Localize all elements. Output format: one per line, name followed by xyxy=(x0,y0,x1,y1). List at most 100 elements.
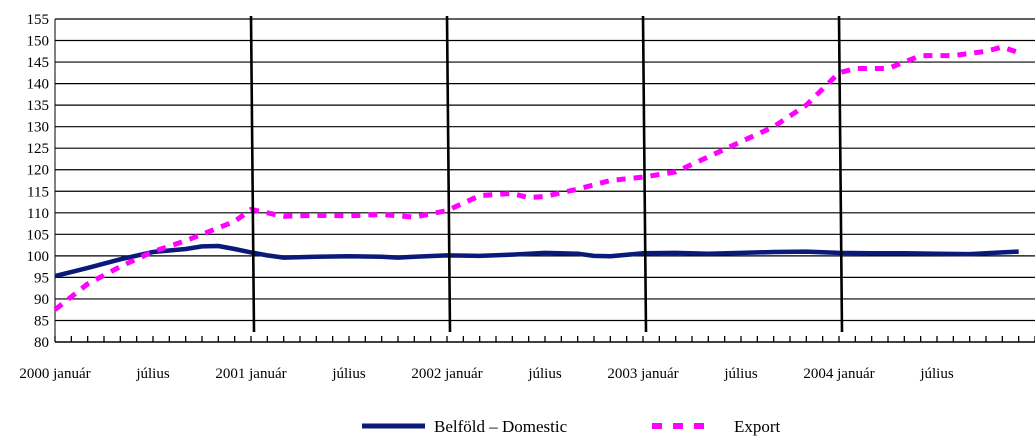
series-0-point-26 xyxy=(740,252,741,253)
series-1-point-24 xyxy=(740,141,741,142)
series-0-point-14 xyxy=(397,257,398,258)
year-separator-1 xyxy=(445,15,452,333)
series-1-point-10 xyxy=(316,215,317,216)
series-1-point-31 xyxy=(953,55,954,56)
y-tick-label-120: 120 xyxy=(27,163,50,179)
legend-label-export: Export xyxy=(734,417,781,436)
series-1-point-32 xyxy=(985,51,986,52)
series-1-point-9 xyxy=(283,216,284,217)
y-tick-label-80: 80 xyxy=(34,335,49,351)
x-tick-label-2: 2001 január xyxy=(215,366,286,382)
series-1-point-4 xyxy=(185,240,186,241)
series-0-point-17 xyxy=(479,255,480,256)
series-0-point-10 xyxy=(283,257,284,258)
y-tick-label-115: 115 xyxy=(27,184,49,200)
series-0-point-31 xyxy=(904,253,905,254)
series-1-point-5 xyxy=(201,234,202,235)
series-0-point-21 xyxy=(593,255,594,256)
series-1-point-33 xyxy=(1002,46,1003,47)
series-0-point-12 xyxy=(348,256,349,257)
x-tick-label-1: július xyxy=(135,366,170,382)
x-tick-label-8: 2004 január xyxy=(803,366,874,382)
y-tick-label-125: 125 xyxy=(27,141,50,157)
y-tick-label-150: 150 xyxy=(27,34,50,50)
series-1-point-2 xyxy=(120,266,121,267)
series-1-point-8 xyxy=(267,212,268,213)
series-1-point-20 xyxy=(610,180,611,181)
y-tick-label-110: 110 xyxy=(27,206,49,222)
series-0-point-35 xyxy=(1018,251,1019,252)
series-0-point-11 xyxy=(316,256,317,257)
y-tick-label-95: 95 xyxy=(34,270,49,286)
series-0-point-0 xyxy=(54,276,55,277)
y-tick-label-145: 145 xyxy=(27,55,50,71)
series-1-point-13 xyxy=(414,217,415,218)
x-tick-label-3: július xyxy=(331,366,366,382)
x-tick-label-0: 2000 január xyxy=(19,366,90,382)
series-1-point-19 xyxy=(577,189,578,190)
x-tick-label-5: július xyxy=(527,366,562,382)
series-1-point-12 xyxy=(381,214,382,215)
series-1-point-22 xyxy=(675,171,676,172)
series-0-point-27 xyxy=(773,251,774,252)
series-1-point-29 xyxy=(887,68,888,69)
series-0-point-2 xyxy=(120,259,121,260)
series-1-point-15 xyxy=(479,195,480,196)
series-1-point-14 xyxy=(446,210,447,211)
series-0-point-30 xyxy=(871,253,872,254)
series-0-point-24 xyxy=(675,252,676,253)
series-0-point-28 xyxy=(806,251,807,252)
series-0-point-13 xyxy=(381,256,382,257)
series-0-point-16 xyxy=(446,255,447,256)
y-tick-label-155: 155 xyxy=(27,12,50,28)
series-line-1 xyxy=(53,44,1020,312)
series-0-point-34 xyxy=(1002,252,1003,253)
series-1-point-30 xyxy=(920,55,921,56)
series-1-point-28 xyxy=(855,68,856,69)
y-tick-label-140: 140 xyxy=(27,77,50,93)
series-1-point-34 xyxy=(1018,52,1019,53)
year-separator-3 xyxy=(837,15,844,333)
x-axis-tick-labels: 2000 január július 2001 január július 2002 j… xyxy=(19,366,953,382)
series-0-point-18 xyxy=(512,254,513,255)
x-tick-label-6: 2003 január xyxy=(607,366,678,382)
x-tick-label-4: 2002 január xyxy=(411,366,482,382)
series-1-point-7 xyxy=(250,209,251,210)
series-1-point-6 xyxy=(234,221,235,222)
series xyxy=(53,44,1020,312)
series-0-point-7 xyxy=(234,248,235,249)
series-0-point-22 xyxy=(610,256,611,257)
series-0-point-8 xyxy=(250,252,251,253)
series-0-point-23 xyxy=(642,253,643,254)
series-1-point-16 xyxy=(512,193,513,194)
x-axis-ticks xyxy=(54,336,1035,342)
grid xyxy=(54,18,1035,343)
legend-label-domestic: Belföld – Domestic xyxy=(434,417,568,436)
year-separator-2 xyxy=(641,15,648,333)
series-1-point-25 xyxy=(773,126,774,127)
series-0-point-29 xyxy=(838,252,839,253)
series-0-point-25 xyxy=(708,253,709,254)
legend: Belföld – Domestic Export xyxy=(362,417,781,436)
series-0-point-15 xyxy=(414,256,415,257)
year-separators xyxy=(249,15,844,333)
series-1-point-23 xyxy=(708,156,709,157)
x-tick-label-9: július xyxy=(919,366,954,382)
series-0-point-4 xyxy=(185,248,186,249)
year-separator-0 xyxy=(249,15,256,333)
y-axis-tick-labels: 80 85 90 95 100 105 110 115 120 125 130 135 140 145 15… xyxy=(27,12,50,351)
series-1-point-26 xyxy=(806,105,807,106)
y-tick-label-105: 105 xyxy=(27,227,50,243)
series-1-point-3 xyxy=(152,251,153,252)
y-tick-label-130: 130 xyxy=(27,120,50,136)
y-tick-label-90: 90 xyxy=(34,292,49,308)
series-0-point-9 xyxy=(267,255,268,256)
series-0-point-19 xyxy=(544,252,545,253)
series-0-point-1 xyxy=(87,267,88,268)
series-0-point-20 xyxy=(577,253,578,254)
series-0-point-32 xyxy=(936,253,937,254)
series-1-point-18 xyxy=(544,196,545,197)
series-1-point-1 xyxy=(87,283,88,284)
series-1-point-11 xyxy=(348,215,349,216)
y-tick-label-85: 85 xyxy=(34,313,49,329)
